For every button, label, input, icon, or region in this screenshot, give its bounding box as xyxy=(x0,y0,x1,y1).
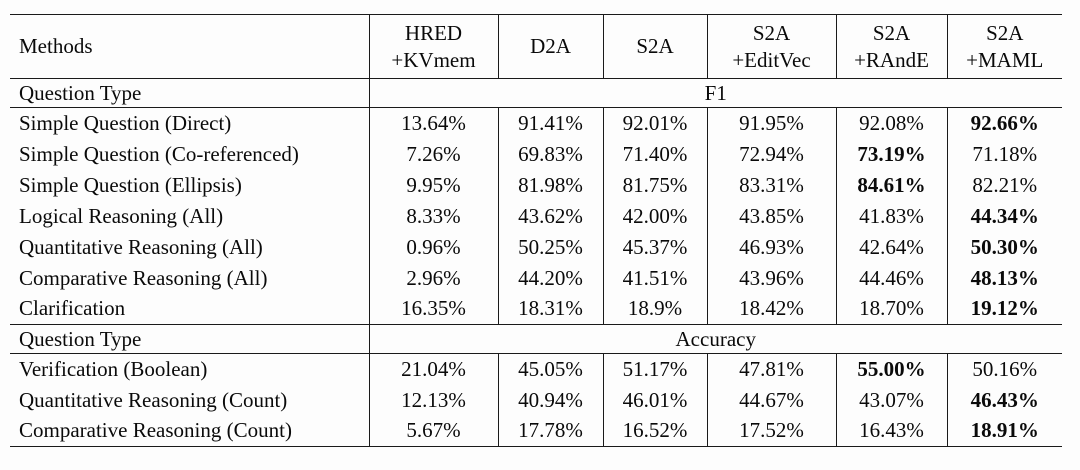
value-cell: 18.9% xyxy=(603,293,708,325)
table-row: Simple Question (Ellipsis) 9.95% 81.98% 81.… xyxy=(10,169,1062,201)
value-cell: 12.13% xyxy=(369,384,499,416)
value-cell: 50.30% xyxy=(970,234,1039,259)
column-header-s2a: S2A xyxy=(603,14,708,79)
value-cell: 55.00% xyxy=(836,353,948,385)
value-cell: 9.95% xyxy=(369,169,499,201)
table-header-row: Methods HRED +KVmem D2A S2A S2A +EditVec… xyxy=(10,14,1062,79)
value-cell: 42.00% xyxy=(603,200,708,232)
value-cell: 46.93% xyxy=(707,231,837,263)
value-cell: 41.51% xyxy=(603,262,708,294)
value-cell: 44.67% xyxy=(707,384,837,416)
row-label: Simple Question (Direct) xyxy=(10,107,370,139)
row-label: Quantitative Reasoning (All) xyxy=(10,231,370,263)
value-cell: 18.42% xyxy=(707,293,837,325)
value-cell: 51.17% xyxy=(603,353,708,385)
table-row: Logical Reasoning (All) 8.33% 43.62% 42.00%… xyxy=(10,200,1062,232)
value-cell: 16.52% xyxy=(603,415,708,447)
row-label: Logical Reasoning (All) xyxy=(10,200,370,232)
value-cell: 69.83% xyxy=(498,138,604,170)
value-cell: 44.20% xyxy=(498,262,604,294)
value-cell: 41.83% xyxy=(836,200,948,232)
table-row: Simple Question (Co-referenced) 7.26% 69.8… xyxy=(10,138,1062,170)
value-cell: 18.91% xyxy=(947,415,1062,447)
column-header-s2a-editvec: S2A +EditVec xyxy=(707,14,837,79)
table-row: Clarification 16.35% 18.31% 18.9% 18.42% 18.7… xyxy=(10,293,1062,325)
value-cell: 43.62% xyxy=(498,200,604,232)
value-cell: 84.61% xyxy=(836,169,948,201)
value-cell: 92.66% xyxy=(970,110,1039,135)
results-table: Methods HRED +KVmem D2A S2A S2A +EditVec… xyxy=(10,14,1062,447)
value-cell: 43.85% xyxy=(707,200,837,232)
value-cell: 45.37% xyxy=(603,231,708,263)
value-cell: 40.94% xyxy=(498,384,604,416)
value-cell: 91.95% xyxy=(707,107,837,139)
question-type-label: Question Type xyxy=(10,324,370,354)
value-cell: 19.12% xyxy=(970,296,1039,321)
value-cell: 45.05% xyxy=(498,353,604,385)
value-cell: 43.96% xyxy=(707,262,837,294)
value-cell: 82.21% xyxy=(972,172,1038,197)
value-cell: 92.08% xyxy=(836,107,948,139)
value-cell: 50.25% xyxy=(498,231,604,263)
section-header-row-f1: Question Type F1 xyxy=(10,78,1062,108)
row-label: Simple Question (Co-referenced) xyxy=(10,138,370,170)
value-cell: 81.75% xyxy=(603,169,708,201)
value-cell: 0.96% xyxy=(369,231,499,263)
column-header-d2a: D2A xyxy=(498,14,604,79)
value-cell: 16.35% xyxy=(369,293,499,325)
section-header-row-accuracy: Question Type Accuracy xyxy=(10,324,1062,354)
metric-label-f1: F1 xyxy=(369,78,1062,108)
table-row: Verification (Boolean) 21.04% 45.05% 51.17%… xyxy=(10,353,1062,385)
value-cell: 71.18% xyxy=(972,141,1038,166)
value-cell: 18.31% xyxy=(498,293,604,325)
methods-column-header: Methods xyxy=(10,14,370,79)
row-label: Comparative Reasoning (All) xyxy=(10,262,370,294)
column-header-s2a-maml: S2A +MAML xyxy=(947,14,1062,79)
results-table-container: Methods HRED +KVmem D2A S2A S2A +EditVec… xyxy=(10,14,1062,447)
table-row: Quantitative Reasoning (All) 0.96% 50.25% 4… xyxy=(10,231,1062,263)
value-cell: 7.26% xyxy=(369,138,499,170)
value-cell: 71.40% xyxy=(603,138,708,170)
value-cell: 17.52% xyxy=(707,415,837,447)
value-cell: 72.94% xyxy=(707,138,837,170)
value-cell: 43.07% xyxy=(836,384,948,416)
value-cell: 81.98% xyxy=(498,169,604,201)
value-cell: 16.43% xyxy=(836,415,948,447)
value-cell: 13.64% xyxy=(369,107,499,139)
value-cell: 5.67% xyxy=(369,415,499,447)
value-cell: 44.46% xyxy=(836,262,948,294)
value-cell: 46.01% xyxy=(603,384,708,416)
question-type-label: Question Type xyxy=(10,78,370,108)
value-cell: 18.70% xyxy=(836,293,948,325)
value-cell: 48.13% xyxy=(970,265,1039,290)
value-cell: 44.34% xyxy=(970,203,1039,228)
value-cell: 8.33% xyxy=(369,200,499,232)
table-row: Quantitative Reasoning (Count) 12.13% 40.9… xyxy=(10,384,1062,416)
table-row: Simple Question (Direct) 13.64% 91.41% 92.0… xyxy=(10,107,1062,139)
value-cell: 50.16% xyxy=(972,356,1038,381)
value-cell: 46.43% xyxy=(970,387,1039,412)
column-header-s2a-rande: S2A +RAndE xyxy=(836,14,948,79)
column-header-hred-kvmem: HRED +KVmem xyxy=(369,14,499,79)
value-cell: 83.31% xyxy=(707,169,837,201)
value-cell: 2.96% xyxy=(369,262,499,294)
row-label: Quantitative Reasoning (Count) xyxy=(10,384,370,416)
value-cell: 42.64% xyxy=(836,231,948,263)
value-cell: 21.04% xyxy=(369,353,499,385)
value-cell: 92.01% xyxy=(603,107,708,139)
value-cell: 47.81% xyxy=(707,353,837,385)
metric-label-accuracy: Accuracy xyxy=(369,324,1062,354)
row-label: Clarification xyxy=(10,293,370,325)
value-cell: 91.41% xyxy=(498,107,604,139)
table-row: Comparative Reasoning (All) 2.96% 44.20% 41… xyxy=(10,262,1062,294)
row-label: Verification (Boolean) xyxy=(10,353,370,385)
row-label: Comparative Reasoning (Count) xyxy=(10,415,370,447)
row-label: Simple Question (Ellipsis) xyxy=(10,169,370,201)
value-cell: 17.78% xyxy=(498,415,604,447)
table-row: Comparative Reasoning (Count) 5.67% 17.78%… xyxy=(10,415,1062,447)
value-cell: 73.19% xyxy=(836,138,948,170)
